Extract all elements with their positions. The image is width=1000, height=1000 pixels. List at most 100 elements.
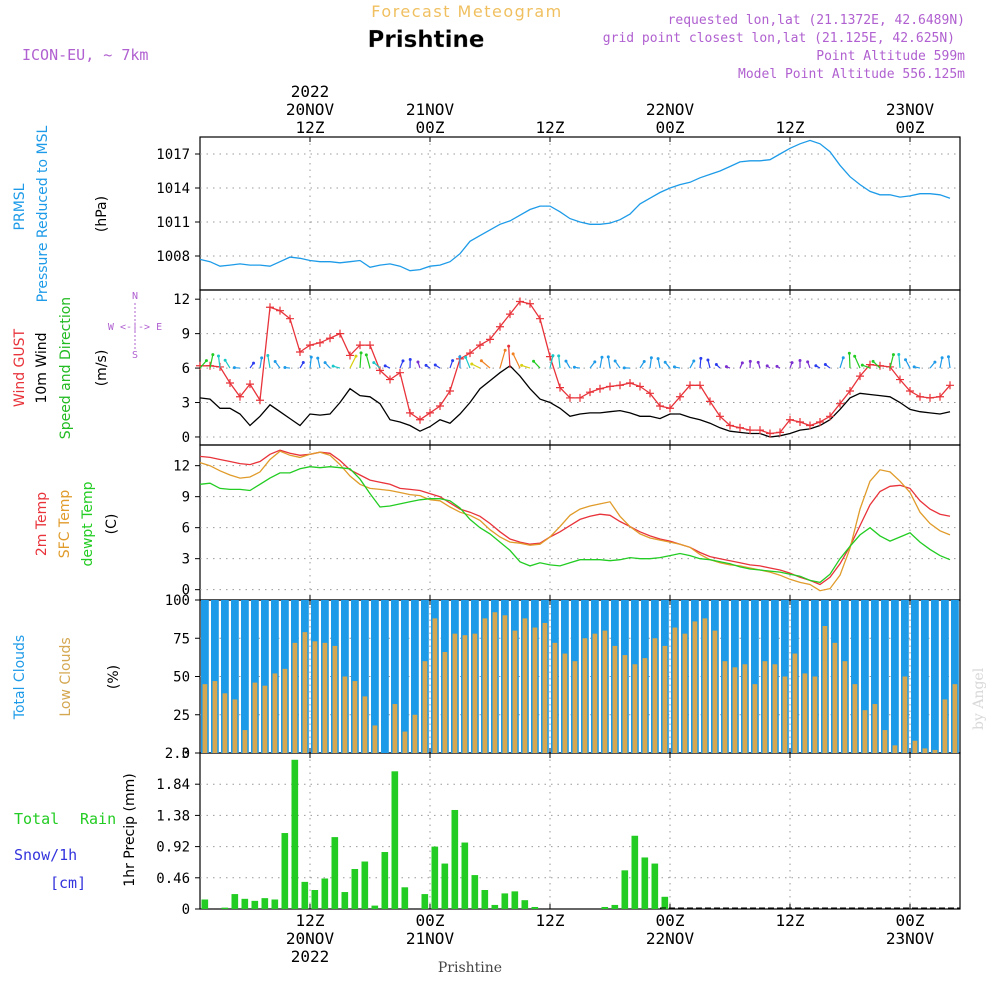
- temp-panel: [199, 444, 961, 601]
- wind-gust-label: Wind GUST: [12, 328, 28, 407]
- rain-bar: [471, 875, 479, 909]
- prmsl-label: PRMSL: [12, 183, 28, 230]
- wind-arrow-head: [649, 356, 653, 360]
- wind-arrow-head: [266, 354, 270, 358]
- wind-arrow-head: [323, 361, 327, 365]
- temp-unit-label: (C): [104, 514, 120, 535]
- time-label-bottom: 22NOV: [646, 929, 695, 948]
- gust-marker: [336, 329, 344, 338]
- low-cloud-bar: [882, 730, 888, 753]
- wind-arrow: [209, 354, 214, 369]
- low-cloud-bar: [752, 684, 758, 753]
- gust-marker: [366, 341, 374, 350]
- low-cloud-bar: [272, 673, 278, 753]
- total-cloud-bar: [381, 600, 389, 753]
- gust-marker: [706, 397, 714, 406]
- wind-arrow-head: [424, 363, 428, 367]
- wind-arrow: [599, 357, 603, 369]
- low-cloud-bar: [462, 635, 468, 753]
- wind-gust-line: [200, 300, 951, 435]
- wind-arrow-head: [572, 365, 576, 369]
- low-cloud-bar: [932, 749, 938, 753]
- rain-bar: [521, 900, 529, 909]
- low-cloud-bar: [232, 699, 238, 753]
- rain-bar: [601, 906, 609, 909]
- low-cloud-bar: [662, 645, 668, 753]
- rain-bar: [371, 905, 379, 909]
- wind-arrow-head: [740, 361, 744, 365]
- gust-marker: [326, 334, 334, 343]
- time-label-top: 00Z: [416, 118, 445, 137]
- wind-arrow-head: [823, 363, 827, 367]
- rain-bar: [251, 900, 259, 909]
- gust-marker: [606, 382, 614, 391]
- total-cloud-bar: [881, 600, 889, 753]
- low-cloud-bar: [812, 676, 818, 753]
- rain-bar: [281, 833, 289, 909]
- low-cloud-bar: [802, 673, 808, 753]
- rain-label: Rain: [80, 810, 116, 828]
- wind-arrow-head: [663, 360, 667, 364]
- wind-arrow-head: [551, 354, 555, 358]
- total-cloud-bar: [411, 600, 419, 753]
- total-cloud-bar: [361, 600, 369, 753]
- temp-sfc-label: SFC Temp: [57, 490, 73, 559]
- rain-bar: [421, 894, 429, 909]
- rain-bar: [231, 894, 239, 909]
- rain-bar: [451, 809, 459, 909]
- low-cloud-bar: [562, 653, 568, 753]
- low-cloud-bar: [892, 745, 898, 753]
- wind-arrow-head: [359, 351, 363, 355]
- wind-arrow-head: [904, 358, 908, 362]
- y-tick-label: 2.3: [165, 746, 190, 762]
- wind-arrow: [199, 360, 207, 369]
- y-tick-label: 25: [173, 708, 190, 724]
- wind-arrow-head: [470, 362, 474, 366]
- time-label-bottom: 00Z: [896, 911, 925, 930]
- y-tick-label: 3: [182, 552, 190, 568]
- low-cloud-bar: [792, 653, 798, 753]
- rain-bar: [481, 890, 489, 909]
- wind-arrow-head: [622, 366, 626, 370]
- compass-n: N: [132, 291, 138, 302]
- low-cloud-bar: [842, 661, 848, 753]
- place-title: Prishtine: [368, 27, 485, 53]
- wind-arrow-head: [897, 352, 901, 356]
- gust-marker: [766, 429, 774, 438]
- y-tick-label: 0.46: [156, 871, 190, 887]
- rain-bar: [631, 835, 639, 909]
- wind-arrow: [224, 359, 231, 369]
- time-label-top: 22NOV: [646, 100, 695, 119]
- gust-marker: [346, 351, 354, 360]
- rain-bar: [361, 861, 369, 909]
- wind-arrow: [217, 355, 221, 369]
- low-cloud-bar: [782, 676, 788, 753]
- low-cloud-bar: [252, 682, 258, 753]
- wind-arrow: [309, 357, 312, 369]
- low-cloud-bar: [742, 664, 748, 753]
- rain-bar: [611, 904, 619, 909]
- wind-arrow-head: [606, 355, 610, 359]
- low-cloud-bar: [942, 699, 948, 753]
- wind-arrow: [839, 357, 844, 369]
- clouds-unit-label: (%): [106, 665, 122, 689]
- gust-marker: [596, 384, 604, 393]
- wind-arrow-head: [672, 365, 676, 369]
- wind-arrow: [607, 356, 611, 369]
- y-tick-label: 75: [173, 631, 190, 647]
- gust-marker: [386, 375, 394, 384]
- wind-arrow-head: [464, 355, 468, 359]
- low-cloud-bar: [902, 676, 908, 753]
- rain-bar: [261, 898, 269, 909]
- gust-marker: [226, 379, 234, 387]
- time-label-bottom: 21NOV: [406, 929, 455, 948]
- low-cloud-bar: [262, 685, 268, 753]
- gust-marker: [576, 393, 584, 402]
- wind-arrow-head: [714, 363, 718, 367]
- rain-bar: [311, 890, 319, 909]
- low-cloud-bar: [392, 704, 398, 753]
- gust-marker: [726, 421, 734, 430]
- total-cloud-bar: [241, 600, 249, 753]
- wind-10m-label: 10m Wind: [34, 332, 50, 403]
- gust-marker: [556, 383, 564, 392]
